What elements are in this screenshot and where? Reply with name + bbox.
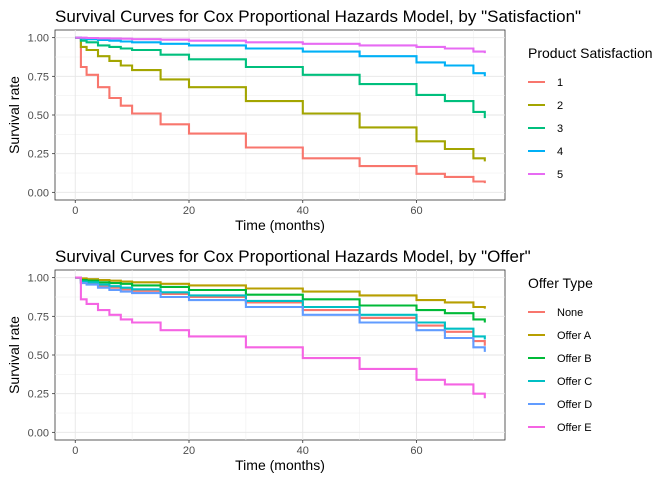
- x-axis-title: Time (months): [235, 217, 325, 233]
- x-tick-label: 40: [297, 445, 309, 457]
- y-tick-label: 1.00: [28, 273, 49, 285]
- series-line-3: [75, 36, 486, 119]
- y-tick-label: 0.00: [28, 427, 49, 439]
- legend-title: Product Satisfaction: [528, 45, 653, 61]
- series-line-offer-a: [75, 276, 486, 309]
- legend-label: Offer C: [557, 376, 592, 388]
- offer-chart: Survival Curves for Cox Proportional Haz…: [6, 247, 593, 473]
- legend-label: 5: [557, 169, 563, 181]
- series-line-offer-e: [75, 276, 486, 399]
- y-tick-label: 0.00: [28, 187, 49, 199]
- legend-label: 1: [557, 77, 563, 89]
- x-tick-label: 60: [410, 205, 422, 217]
- legend-label: Offer B: [557, 353, 592, 365]
- legend-label: Offer D: [557, 399, 592, 411]
- legend-label: 4: [557, 146, 563, 158]
- x-tick-label: 60: [410, 445, 422, 457]
- y-axis-title: Survival rate: [6, 316, 22, 394]
- legend-label: 2: [557, 100, 563, 112]
- y-tick-label: 0.75: [28, 71, 49, 83]
- y-tick-label: 0.75: [28, 311, 49, 323]
- x-tick-label: 20: [183, 445, 195, 457]
- y-tick-label: 0.50: [28, 110, 49, 122]
- chart-title: Survival Curves for Cox Proportional Haz…: [55, 7, 581, 26]
- x-tick-label: 0: [72, 445, 78, 457]
- satisfaction-chart: Survival Curves for Cox Proportional Haz…: [6, 7, 653, 233]
- x-tick-label: 40: [297, 205, 309, 217]
- series-line-offer-c: [75, 276, 486, 340]
- series-line-offer-b: [75, 276, 486, 323]
- legend-label: None: [557, 307, 583, 319]
- legend-title: Offer Type: [528, 275, 593, 291]
- legend-label: Offer A: [557, 330, 592, 342]
- series-line-2: [75, 36, 486, 162]
- y-axis-title: Survival rate: [6, 76, 22, 154]
- series-line-1: [75, 36, 486, 184]
- legend-label: Offer E: [557, 422, 592, 434]
- x-tick-label: 20: [183, 205, 195, 217]
- series-line-offer-d: [75, 276, 486, 352]
- y-tick-label: 0.25: [28, 149, 49, 161]
- y-tick-label: 1.00: [28, 33, 49, 45]
- x-tick-label: 0: [72, 205, 78, 217]
- series-line-5: [75, 36, 486, 54]
- chart-title: Survival Curves for Cox Proportional Haz…: [55, 247, 531, 266]
- y-tick-label: 0.25: [28, 389, 49, 401]
- y-tick-label: 0.50: [28, 350, 49, 362]
- legend-label: 3: [557, 123, 563, 135]
- x-axis-title: Time (months): [235, 457, 325, 473]
